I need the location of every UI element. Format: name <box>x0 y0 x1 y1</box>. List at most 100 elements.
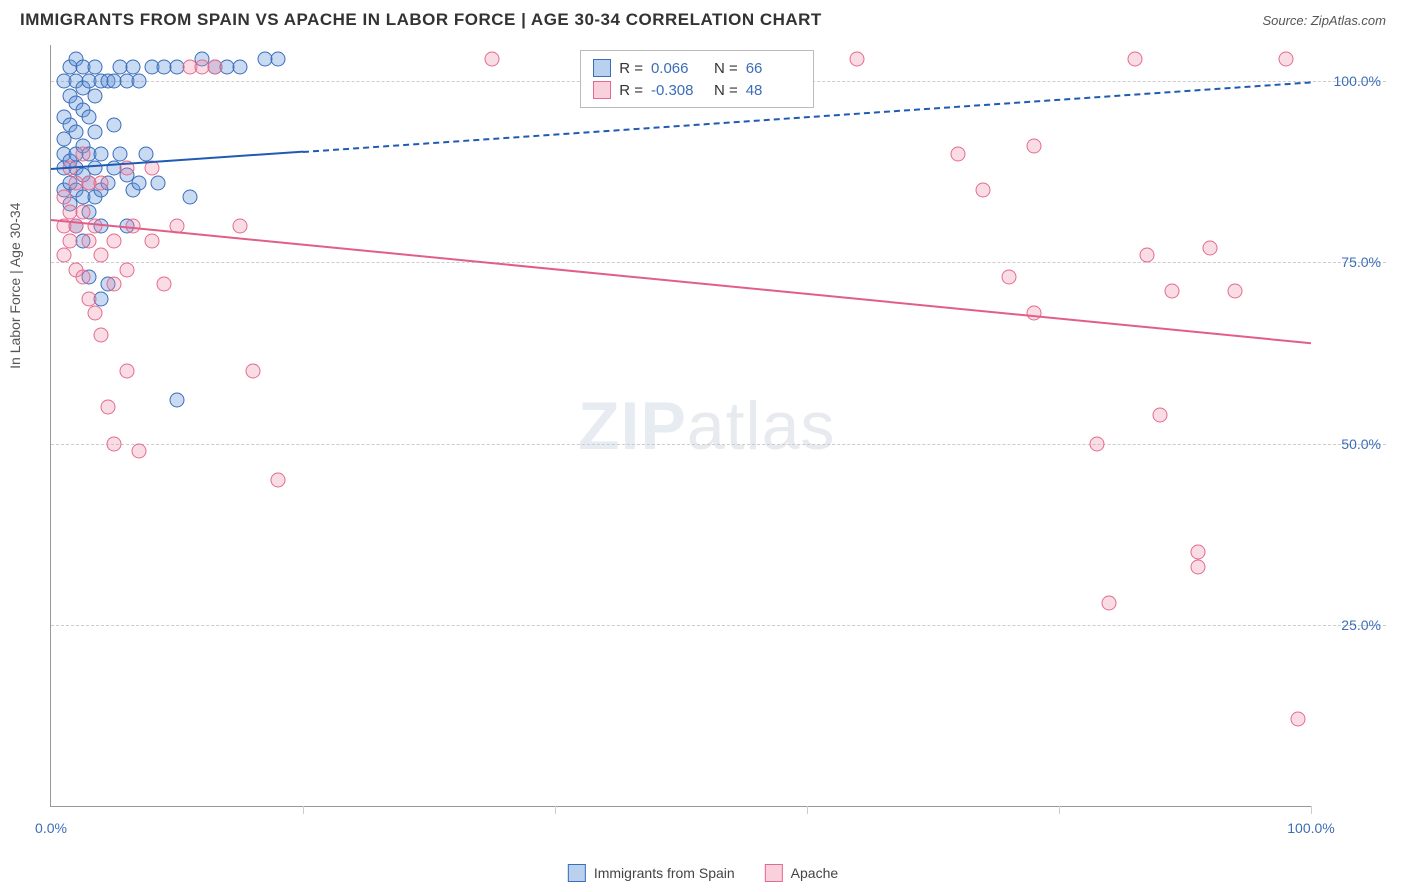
y-tick-label: 25.0% <box>1341 617 1381 633</box>
data-point <box>88 124 103 139</box>
stats-row: R = 0.066 N = 66 <box>593 57 801 79</box>
x-tick <box>1311 806 1312 814</box>
legend-swatch-icon <box>568 864 586 882</box>
data-point <box>1089 436 1104 451</box>
data-point <box>69 124 84 139</box>
data-point <box>94 146 109 161</box>
trend-line <box>51 219 1311 344</box>
stat-n-value: 66 <box>746 60 801 77</box>
data-point <box>182 190 197 205</box>
legend-item-a: Immigrants from Spain <box>568 864 735 882</box>
data-point <box>144 233 159 248</box>
data-point <box>207 59 222 74</box>
data-point <box>245 364 260 379</box>
data-point <box>951 146 966 161</box>
x-tick <box>303 806 304 814</box>
stat-r-value: -0.308 <box>651 82 706 99</box>
data-point <box>157 277 172 292</box>
data-point <box>485 52 500 67</box>
data-point <box>81 291 96 306</box>
bottom-legend: Immigrants from Spain Apache <box>568 864 838 882</box>
x-tick-label: 100.0% <box>1287 820 1334 836</box>
legend-swatch-icon <box>593 81 611 99</box>
data-point <box>107 277 122 292</box>
data-point <box>62 233 77 248</box>
data-point <box>113 146 128 161</box>
data-point <box>132 74 147 89</box>
watermark: ZIPatlas <box>578 387 835 465</box>
data-point <box>56 190 71 205</box>
chart-area: In Labor Force | Age 30-34 ZIPatlas 25.0… <box>50 45 1386 842</box>
gridline-h <box>51 625 1386 626</box>
data-point <box>94 248 109 263</box>
data-point <box>1165 284 1180 299</box>
data-point <box>125 59 140 74</box>
data-point <box>81 110 96 125</box>
data-point <box>75 204 90 219</box>
data-point <box>1190 545 1205 560</box>
gridline-h <box>51 444 1386 445</box>
data-point <box>1026 139 1041 154</box>
legend-swatch-icon <box>593 59 611 77</box>
x-tick <box>807 806 808 814</box>
legend-item-b: Apache <box>765 864 838 882</box>
data-point <box>1026 306 1041 321</box>
data-point <box>1152 407 1167 422</box>
y-tick-label: 75.0% <box>1341 254 1381 270</box>
data-point <box>88 59 103 74</box>
data-point <box>170 393 185 408</box>
y-tick-label: 50.0% <box>1341 436 1381 452</box>
stat-n-label: N = <box>714 82 738 99</box>
data-point <box>132 443 147 458</box>
data-point <box>88 88 103 103</box>
data-point <box>119 262 134 277</box>
data-point <box>94 327 109 342</box>
data-point <box>1228 284 1243 299</box>
data-point <box>151 175 166 190</box>
data-point <box>100 400 115 415</box>
data-point <box>233 219 248 234</box>
data-point <box>56 248 71 263</box>
data-point <box>107 233 122 248</box>
stats-row: R = -0.308 N = 48 <box>593 79 801 101</box>
data-point <box>107 436 122 451</box>
stat-r-label: R = <box>619 82 643 99</box>
legend-label: Apache <box>791 865 838 881</box>
stats-legend: R = 0.066 N = 66 R = -0.308 N = 48 <box>580 50 814 108</box>
x-tick <box>555 806 556 814</box>
y-tick-label: 100.0% <box>1334 73 1381 89</box>
data-point <box>270 52 285 67</box>
legend-swatch-icon <box>765 864 783 882</box>
data-point <box>1140 248 1155 263</box>
data-point <box>75 146 90 161</box>
data-point <box>75 269 90 284</box>
stat-n-value: 48 <box>746 82 801 99</box>
data-point <box>1278 52 1293 67</box>
data-point <box>119 364 134 379</box>
y-axis-label: In Labor Force | Age 30-34 <box>7 202 23 368</box>
stat-r-value: 0.066 <box>651 60 706 77</box>
data-point <box>94 175 109 190</box>
data-point <box>107 117 122 132</box>
data-point <box>1127 52 1142 67</box>
data-point <box>976 182 991 197</box>
data-point <box>1001 269 1016 284</box>
data-point <box>88 219 103 234</box>
data-point <box>81 233 96 248</box>
data-point <box>1102 596 1117 611</box>
data-point <box>850 52 865 67</box>
data-point <box>1291 712 1306 727</box>
data-point <box>88 306 103 321</box>
stat-r-label: R = <box>619 60 643 77</box>
plot-area: ZIPatlas 25.0%50.0%75.0%100.0%0.0%100.0%… <box>50 45 1311 807</box>
data-point <box>132 175 147 190</box>
data-point <box>1203 240 1218 255</box>
data-point <box>138 146 153 161</box>
data-point <box>270 472 285 487</box>
source-credit: Source: ZipAtlas.com <box>1262 13 1386 28</box>
legend-label: Immigrants from Spain <box>594 865 735 881</box>
stat-n-label: N = <box>714 60 738 77</box>
data-point <box>233 59 248 74</box>
gridline-h <box>51 262 1386 263</box>
data-point <box>1190 559 1205 574</box>
